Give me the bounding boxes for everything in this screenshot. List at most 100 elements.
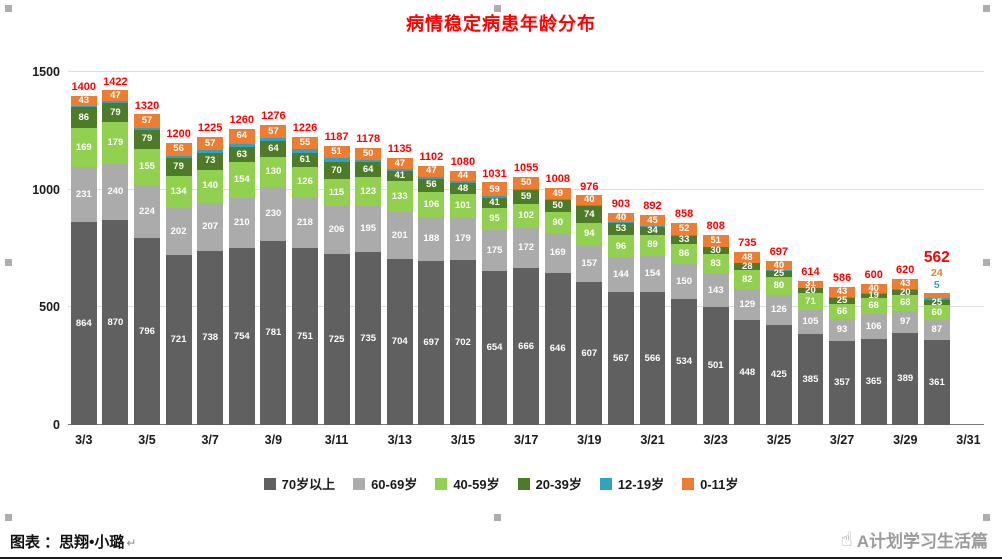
x-axis-label: 3/13 [387, 433, 412, 447]
bar-top-labels: 697 [770, 246, 788, 259]
bar-top-labels: 1187 [325, 131, 349, 144]
bar-slot: 796 224 155 79 57 1320 [131, 72, 163, 425]
segment-value-label: 73 [204, 155, 216, 167]
bar-top-labels: 1200 [166, 128, 190, 141]
bar-total-label: 1031 [482, 167, 507, 180]
segment-value-label: 31 [805, 278, 816, 290]
segment-value-label: 20 [805, 284, 816, 296]
x-axis-label: 3/27 [829, 433, 855, 447]
legend-item: 20-39岁 [517, 474, 582, 493]
selection-handle[interactable] [983, 514, 990, 521]
legend-swatch [263, 477, 276, 490]
segment-value-label: 97 [899, 316, 911, 328]
segment-value-label: 44 [457, 170, 469, 182]
outside-segment-label: 24 [930, 266, 943, 279]
bar-segment: 87 [923, 319, 950, 341]
bar-segment: 79 [134, 129, 160, 149]
segment-value-label: 175 [486, 244, 503, 256]
chart-title: 病情稳定病患年龄分布 [406, 14, 596, 34]
bar-slot: 654 175 95 41 59 1031 [479, 72, 511, 425]
bar-slot: 448 129 82 28 48 735 [731, 72, 763, 425]
segment-value-label: 96 [615, 240, 627, 252]
bar-total-label: 620 [896, 264, 915, 277]
bar-segment: 169 [70, 127, 97, 168]
bar-top-labels: 1320 [135, 100, 159, 113]
selection-handle[interactable] [5, 514, 12, 521]
bar-segment: 73 [197, 152, 224, 170]
bar-segment: 210 [228, 198, 255, 248]
segment-value-label: 86 [78, 111, 90, 123]
gridline [68, 71, 984, 72]
bar-segment: 129 [734, 289, 761, 320]
segment-value-label: 80 [773, 280, 785, 292]
selection-handle[interactable] [5, 5, 12, 12]
bar-segment: 738 [197, 251, 224, 425]
bar-segment: 86 [671, 243, 698, 265]
legend-item: 0-11岁 [682, 474, 738, 493]
bar-slot: 361 87 60 25 562 24 5 [921, 72, 953, 425]
selection-handle[interactable] [983, 259, 990, 266]
bar-total-label: 1422 [103, 75, 128, 88]
outside-segment-label: 5 [933, 278, 940, 291]
selection-handle[interactable] [494, 514, 501, 521]
bar-slot: 704 201 133 41 47 1135 [384, 72, 416, 425]
x-axis-label: 3/5 [138, 433, 156, 447]
bar-segment: 365 [860, 339, 887, 425]
bar-segment [607, 221, 634, 223]
segment-value-label: 40 [868, 282, 879, 294]
bar-segment: 86 [70, 107, 97, 128]
x-axis-label: 3/25 [766, 433, 792, 447]
stacked-bar: 389 97 68 20 43 620 [892, 264, 919, 425]
stacked-bar: 646 169 90 50 49 1008 [544, 173, 571, 425]
legend-item: 70岁以上 [263, 474, 335, 493]
linebreak-formatting-mark: ↵ [126, 536, 137, 550]
bar-segment: 231 [70, 167, 97, 222]
bar-total-label: 1320 [134, 99, 160, 112]
bar-top-labels: 1226 [293, 122, 317, 135]
bar-top-labels: 735 [738, 237, 756, 250]
segment-value-label: 738 [202, 332, 219, 344]
bar-segment [386, 168, 413, 172]
x-axis-label: 3/19 [577, 433, 602, 447]
stacked-bar: 870 240 179 79 47 1422 [102, 76, 129, 425]
bar-segment: 123 [355, 177, 382, 207]
bar-segment: 25 [829, 294, 855, 306]
x-axis-label [668, 433, 700, 447]
x-axis-label [163, 433, 195, 447]
bar-segment: 864 [70, 221, 97, 425]
bar-segment: 89 [639, 234, 666, 256]
segment-value-label: 702 [454, 336, 471, 348]
bar-segment: 725 [323, 254, 350, 425]
bar-total-label: 1055 [513, 162, 539, 175]
bar-segment: 56 [165, 142, 192, 156]
bar-top-labels: 1102 [419, 151, 443, 164]
bar-segment: 34 [639, 226, 666, 235]
x-axis-label: 3/31 [956, 433, 981, 447]
legend-label: 20-39岁 [535, 477, 582, 492]
stacked-bar: 721 202 134 79 56 1200 [165, 128, 192, 425]
bar-top-labels: 1276 [261, 110, 285, 123]
bar-total-label: 735 [738, 237, 757, 250]
bar-segment: 51 [323, 145, 350, 158]
legend-label: 60-69岁 [371, 477, 418, 492]
stacked-bar: 751 218 126 61 55 1226 [292, 122, 318, 425]
stacked-bar: 735 195 123 64 50 1178 [355, 133, 382, 425]
y-axis-label: 500 [39, 300, 60, 315]
segment-value-label: 179 [107, 136, 124, 148]
bar-segment: 33 [671, 235, 698, 244]
bar-segment: 133 [386, 180, 413, 213]
segment-value-label: 240 [107, 186, 124, 198]
stacked-bar: 385 105 71 20 31 614 [797, 266, 824, 425]
selection-handle[interactable] [983, 5, 990, 12]
bar-segment: 704 [386, 259, 413, 425]
bar-slot: 566 154 89 34 45 892 [637, 72, 669, 425]
x-axis-label [100, 433, 132, 447]
plot-area: 0 500 1000 1500 864 231 169 86 43 1400 870 240 179 79… [32, 65, 984, 432]
selection-handle[interactable] [5, 259, 12, 266]
legend-label: 0-11岁 [700, 477, 739, 492]
segment-value-label: 134 [170, 186, 187, 198]
bar-top-labels: 858 [675, 208, 693, 221]
selection-handle[interactable] [494, 5, 501, 12]
segment-value-label: 25 [836, 294, 848, 306]
stacked-bar: 501 143 83 30 51 808 [702, 220, 729, 425]
